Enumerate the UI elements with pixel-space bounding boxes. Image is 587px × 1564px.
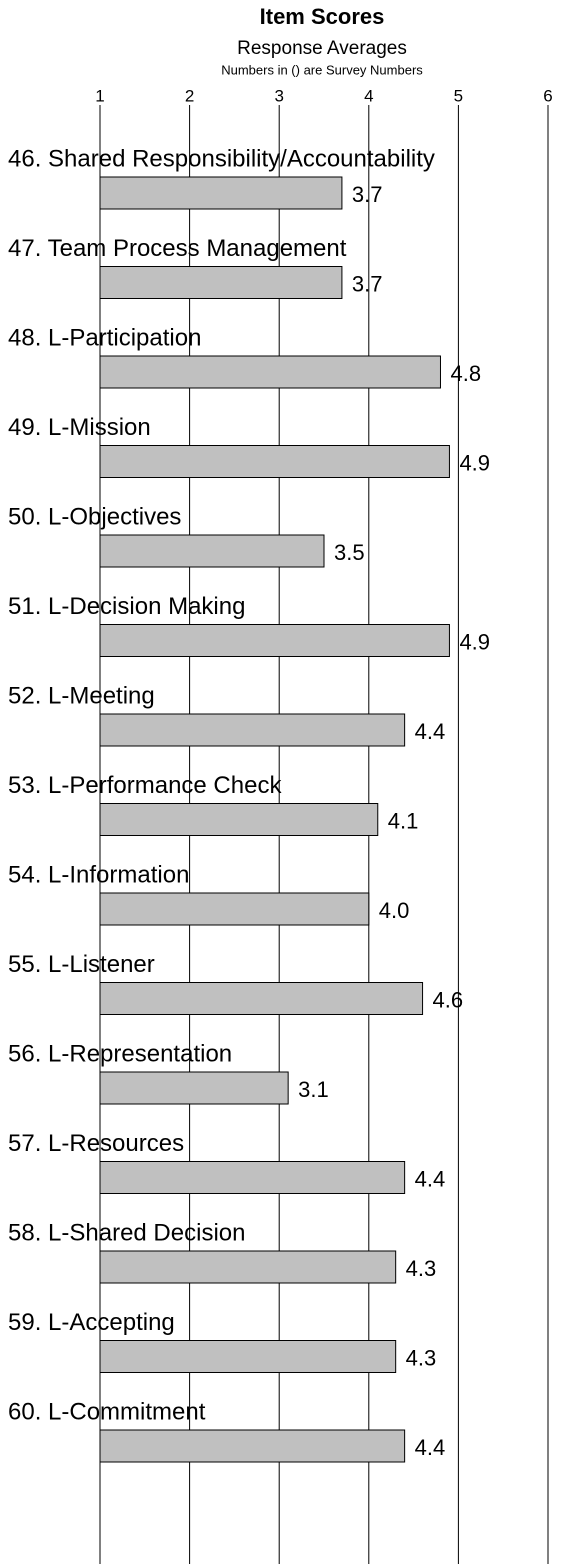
- category-label: 52. L-Meeting: [8, 682, 155, 709]
- bar: [99, 534, 325, 568]
- x-tick-label: 2: [185, 86, 194, 105]
- chart-title: Item Scores: [260, 4, 385, 29]
- category-label: 49. L-Mission: [8, 414, 151, 441]
- category-label: 46. Shared Responsibility/Accountability: [8, 145, 435, 172]
- x-tick-label: 4: [364, 86, 373, 105]
- bar: [99, 982, 424, 1015]
- value-label: 3.5: [334, 540, 365, 565]
- category-label: 53. L-Performance Check: [8, 772, 282, 799]
- bar: [99, 713, 406, 747]
- value-label: 4.9: [459, 450, 490, 475]
- x-tick-label: 5: [454, 86, 463, 105]
- value-label: 4.9: [459, 629, 490, 654]
- value-label: 4.8: [450, 361, 481, 386]
- category-label: 51. L-Decision Making: [8, 593, 245, 620]
- bar: [99, 1250, 397, 1284]
- category-label: 56. L-Representation: [8, 1040, 232, 1067]
- bar: [99, 266, 343, 299]
- value-label: 4.4: [415, 1435, 446, 1460]
- chart-subtitle: Response Averages: [237, 38, 407, 59]
- value-label: 3.7: [352, 271, 383, 296]
- value-label: 4.4: [415, 719, 446, 744]
- x-tick-label: 3: [274, 86, 283, 105]
- value-label: 4.1: [388, 808, 419, 833]
- value-label: 3.1: [298, 1077, 329, 1102]
- category-label: 50. L-Objectives: [8, 503, 181, 530]
- bar: [99, 1071, 289, 1105]
- bar: [99, 892, 370, 926]
- value-label: 4.3: [406, 1256, 437, 1281]
- chart-note: Numbers in () are Survey Numbers: [221, 62, 423, 77]
- value-label: 3.7: [352, 182, 383, 207]
- bar: [99, 445, 450, 478]
- value-label: 4.4: [415, 1166, 446, 1191]
- bar: [99, 176, 343, 210]
- value-label: 4.3: [406, 1345, 437, 1370]
- value-label: 4.6: [433, 987, 464, 1012]
- x-tick-label: 6: [543, 86, 552, 105]
- bar: [99, 624, 450, 657]
- value-label: 4.0: [379, 898, 410, 923]
- category-label: 60. L-Commitment: [8, 1398, 206, 1425]
- category-label: 55. L-Listener: [8, 951, 155, 978]
- category-label: 59. L-Accepting: [8, 1309, 175, 1336]
- x-tick-label: 1: [95, 86, 104, 105]
- bar: [99, 1340, 397, 1373]
- bar: [99, 1161, 406, 1194]
- bar: [99, 803, 379, 836]
- category-label: 47. Team Process Management: [8, 235, 347, 262]
- bar: [99, 1429, 406, 1463]
- category-label: 58. L-Shared Decision: [8, 1219, 245, 1246]
- category-label: 48. L-Participation: [8, 324, 201, 351]
- category-label: 57. L-Resources: [8, 1130, 184, 1157]
- category-label: 54. L-Information: [8, 861, 189, 888]
- bar: [99, 355, 441, 389]
